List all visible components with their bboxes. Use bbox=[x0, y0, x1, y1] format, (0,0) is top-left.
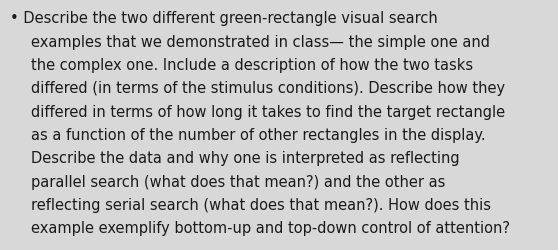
Text: example exemplify bottom-up and top-down control of attention?: example exemplify bottom-up and top-down… bbox=[31, 220, 509, 236]
Text: • Describe the two different green-rectangle visual search: • Describe the two different green-recta… bbox=[10, 11, 438, 26]
Text: differed in terms of how long it takes to find the target rectangle: differed in terms of how long it takes t… bbox=[31, 104, 505, 119]
Text: Describe the data and why one is interpreted as reflecting: Describe the data and why one is interpr… bbox=[31, 151, 459, 166]
Text: as a function of the number of other rectangles in the display.: as a function of the number of other rec… bbox=[31, 128, 485, 142]
Text: parallel search (what does that mean?) and the other as: parallel search (what does that mean?) a… bbox=[31, 174, 445, 189]
Text: the complex one. Include a description of how the two tasks: the complex one. Include a description o… bbox=[31, 58, 473, 73]
Text: differed (in terms of the stimulus conditions). Describe how they: differed (in terms of the stimulus condi… bbox=[31, 81, 505, 96]
Text: reflecting serial search (what does that mean?). How does this: reflecting serial search (what does that… bbox=[31, 197, 490, 212]
Text: examples that we demonstrated in class— the simple one and: examples that we demonstrated in class— … bbox=[31, 34, 490, 50]
